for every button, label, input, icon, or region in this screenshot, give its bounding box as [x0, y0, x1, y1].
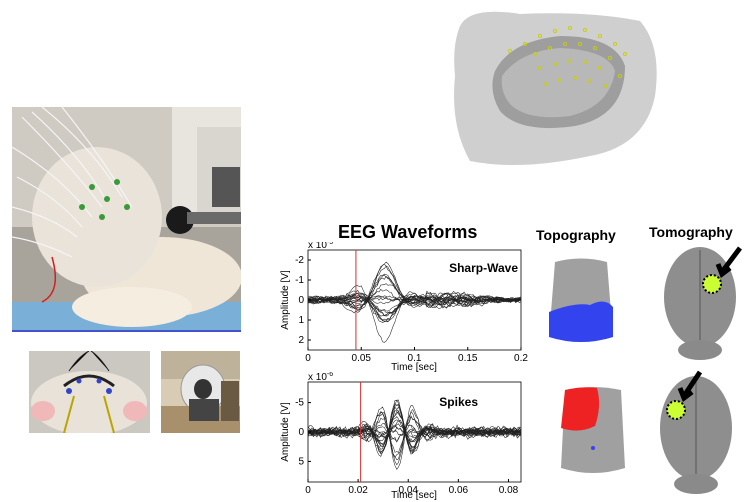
eeg-trace — [307, 424, 522, 437]
y-tick-label: 2 — [298, 335, 304, 346]
sharp-wave-chart: 0 0.05 0.1 0.15 0.2 -2 -1 0 1 2 x 10-5 Time [sec… — [280, 242, 528, 373]
x-tick-label: 0.04 — [399, 485, 419, 496]
y-tick-label: -1 — [295, 275, 304, 286]
spikes-exponent: x 10-6 — [308, 372, 333, 383]
x-tick-label: 0.02 — [348, 485, 368, 496]
eeg-waveforms-heading: EEG Waveforms — [338, 222, 478, 242]
y-tick-label: 0 — [298, 427, 304, 438]
x-tick-label: 0 — [305, 353, 311, 364]
sharp-wave-ylabel: Amplitude [V] — [280, 270, 291, 330]
focus-marker-green — [666, 400, 686, 420]
spikes-x-ticks: 0 0.02 0.04 0.06 0.08 — [305, 479, 519, 496]
eeg-trace — [307, 290, 522, 314]
rat-electrode-illustration — [12, 107, 241, 332]
x-tick-label: 0.2 — [514, 353, 528, 364]
y-tick-label: 0 — [298, 295, 304, 306]
spikes-traces — [307, 399, 522, 470]
y-tick-label: -2 — [295, 255, 304, 266]
electrode-array-illustration — [29, 351, 150, 433]
eeg-trace — [307, 294, 522, 312]
x-tick-label: 0.1 — [408, 353, 422, 364]
x-tick-label: 0 — [305, 485, 311, 496]
eeg-trace — [307, 292, 522, 308]
spikes-ylabel: Amplitude [V] — [280, 402, 291, 462]
topo-blue-region — [549, 301, 613, 342]
electrode-array-photo — [29, 351, 150, 433]
focus-marker-green — [702, 274, 722, 294]
spikes-xlabel: Time [sec] — [391, 490, 437, 501]
eeg-trace — [307, 420, 522, 443]
mri-lab-illustration — [161, 351, 240, 433]
tomography-brain-spikes — [660, 370, 732, 494]
sharp-wave-xlabel: Time [sec] — [391, 362, 437, 373]
topography-map-spikes — [561, 387, 625, 473]
y-tick-label: -5 — [295, 398, 304, 409]
x-tick-label: 0.08 — [499, 485, 519, 496]
arrow-icon — [715, 246, 742, 278]
x-tick-label: 0.06 — [449, 485, 469, 496]
eeg-trace — [307, 410, 522, 448]
arrow-icon — [677, 370, 703, 402]
eeg-trace — [307, 273, 522, 309]
topography-heading: Topography — [536, 227, 616, 243]
sharp-wave-exponent: x 10-5 — [308, 242, 333, 251]
y-tick-label: 1 — [298, 315, 304, 326]
sharp-wave-title: Sharp-Wave — [449, 261, 518, 275]
sharp-wave-y-ticks: -2 -1 0 1 2 — [295, 255, 311, 346]
eeg-trace — [307, 422, 522, 443]
eeg-trace — [307, 413, 522, 458]
sharp-wave-x-ticks: 0 0.05 0.1 0.15 0.2 — [305, 347, 528, 364]
sharp-wave-plot-area: 0 0.05 0.1 0.15 0.2 -2 -1 0 1 2 — [295, 249, 528, 364]
topography-map-sharp-wave — [549, 258, 613, 342]
mri-lab-photo — [161, 351, 240, 433]
eeg-trace — [307, 292, 522, 321]
x-tick-label: 0.05 — [352, 353, 372, 364]
tomography-heading: Tomography — [649, 224, 733, 240]
rat-electrode-photo — [12, 107, 241, 332]
sharp-wave-traces — [307, 261, 522, 343]
topo-red-region — [561, 387, 600, 431]
tomography-brain-sharp-wave — [664, 246, 742, 360]
x-tick-label: 0.15 — [458, 353, 478, 364]
spikes-y-ticks: -5 0 5 — [295, 398, 311, 467]
spikes-plot-area: 0 0.02 0.04 0.06 0.08 -5 0 5 — [295, 381, 522, 496]
spikes-chart: 0 0.02 0.04 0.06 0.08 -5 0 5 x 10-6 Time [sec]… — [280, 372, 522, 501]
skull-with-electrodes — [454, 11, 657, 166]
y-tick-label: 5 — [298, 456, 304, 467]
spikes-title: Spikes — [439, 395, 478, 409]
skull-3d-render — [440, 6, 665, 171]
